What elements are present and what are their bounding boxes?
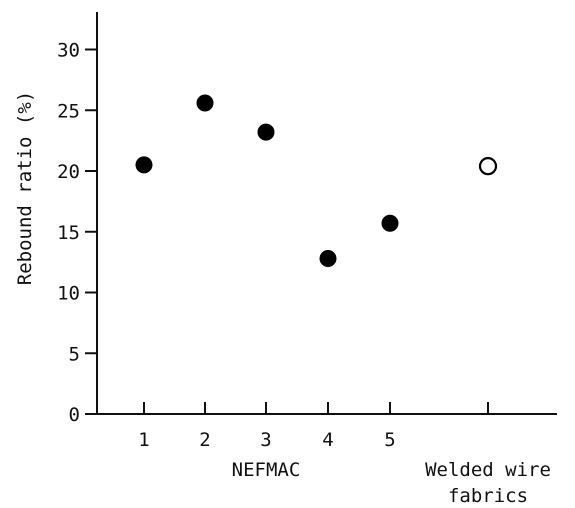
y-tick-label: 5 (69, 343, 80, 365)
data-point-filled (196, 94, 214, 112)
data-point-filled (319, 249, 337, 267)
x-tick-label: 4 (322, 429, 333, 451)
group-label-welded-line-2: fabrics (448, 485, 528, 507)
y-tick-label: 10 (57, 283, 80, 305)
data-point-filled (135, 156, 153, 174)
y-tick-label: 0 (69, 404, 80, 426)
x-tick-label: 5 (384, 429, 395, 451)
data-point-filled (257, 123, 275, 141)
y-axis-title: Rebound ratio (%) (14, 91, 36, 285)
data-point-filled (381, 214, 399, 232)
group-label-welded-line-1: Welded wire (425, 459, 551, 481)
y-tick-label: 15 (57, 222, 80, 244)
x-tick-label: 3 (260, 429, 271, 451)
y-tick-label: 25 (57, 100, 80, 122)
group-label-nefmac: NEFMAC (232, 459, 301, 481)
y-tick-label: 30 (57, 40, 80, 62)
y-tick-label: 20 (57, 161, 80, 183)
x-tick-label: 2 (199, 429, 210, 451)
data-point-open (478, 157, 498, 176)
x-tick-label: 1 (138, 429, 149, 451)
